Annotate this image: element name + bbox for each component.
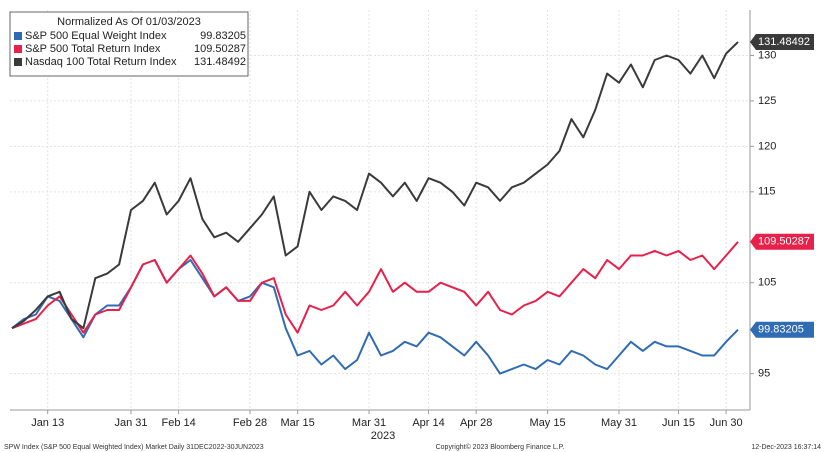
x-tick-label: Mar 31	[352, 417, 386, 429]
x-tick-label: Feb 28	[233, 417, 267, 429]
footer-left: SPW Index (S&P 500 Equal Weighted Index)…	[4, 444, 264, 451]
footer-right: 12-Dec-2023 16:37:14	[751, 444, 821, 451]
value-tag-label: 109.50287	[758, 236, 810, 248]
series-line	[11, 241, 739, 334]
legend-box	[9, 11, 249, 77]
legend-label: S&P 500 Equal Weight Index	[25, 30, 167, 42]
legend-label: S&P 500 Total Return Index	[25, 43, 161, 55]
x-tick-label: Mar 15	[281, 417, 315, 429]
y-tick-label: 120	[758, 140, 776, 152]
legend-swatch	[14, 45, 22, 53]
y-tick-label: 95	[758, 368, 770, 380]
x-tick-label: Jan 13	[31, 417, 64, 429]
value-tag	[750, 233, 814, 250]
series-line	[11, 41, 739, 330]
x-tick-label: Apr 14	[412, 417, 444, 429]
y-tick-label: 125	[758, 95, 776, 107]
legend-value: 99.83205	[200, 30, 246, 42]
x-tick-label: Jun 30	[710, 417, 743, 429]
legend-swatch	[14, 58, 22, 66]
x-tick-label: May 31	[601, 417, 637, 429]
legend-value: 131.48492	[194, 56, 246, 68]
x-year-label: 2023	[371, 430, 395, 442]
legend-title: Normalized As Of 01/03/2023	[57, 16, 201, 28]
footer-center: Copyright© 2023 Bloomberg Finance L.P.	[436, 443, 565, 451]
value-tag-label: 99.83205	[758, 324, 804, 336]
y-tick-label: 115	[758, 186, 776, 198]
value-tag-label: 131.48492	[758, 36, 810, 48]
y-tick-label: 105	[758, 277, 776, 289]
value-tag	[750, 321, 814, 338]
legend-label: Nasdaq 100 Total Return Index	[25, 56, 177, 68]
value-tag	[750, 33, 814, 50]
x-tick-label: May 15	[530, 417, 566, 429]
x-tick-label: Jan 31	[115, 417, 148, 429]
legend-swatch	[14, 32, 22, 40]
y-tick-label: 130	[758, 49, 776, 61]
legend-value: 109.50287	[194, 43, 246, 55]
x-tick-label: Jun 15	[662, 417, 695, 429]
x-tick-label: Feb 14	[161, 417, 195, 429]
x-tick-label: Apr 28	[460, 417, 492, 429]
